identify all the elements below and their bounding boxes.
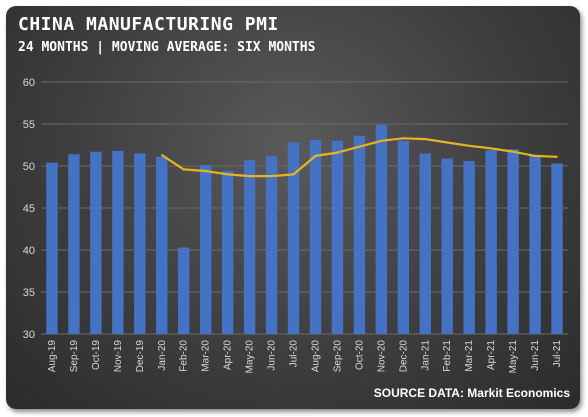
x-tick-label: Jan-20 (157, 340, 168, 371)
bar (375, 124, 388, 334)
y-axis-ticks: 30 35 40 45 50 55 60 (23, 77, 35, 341)
moving-average-point (512, 150, 514, 153)
bar (178, 247, 190, 334)
x-tick-label: Jul-21 (552, 340, 563, 368)
bar (485, 150, 497, 334)
chart-title: CHINA MANUFACTURING PMI (18, 14, 279, 35)
moving-average-point (380, 140, 383, 142)
x-tick-label: Nov-20 (376, 340, 387, 373)
x-tick-label: Sep-19 (69, 340, 80, 373)
bar (419, 153, 431, 334)
bar (134, 153, 146, 334)
moving-average-point (446, 141, 449, 144)
bar (46, 162, 58, 334)
moving-average-point (226, 173, 229, 176)
bar (529, 155, 541, 334)
pmi-chart: 30 35 40 45 50 55 60 Aug-19 Sep-19 Oct-19 Nov-19 D… (23, 77, 568, 374)
moving-average-series (160, 137, 558, 178)
x-tick-label: Jun-21 (530, 340, 541, 371)
bar (331, 140, 344, 334)
chart-card: CHINA MANUFACTURING PMI 24 MONTHS | MOVI… (6, 6, 580, 409)
moving-average-point (292, 173, 295, 176)
bar (221, 171, 234, 334)
moving-average-point (490, 147, 492, 150)
y-tick-label: 30 (23, 329, 35, 341)
x-tick-label: Mar-21 (464, 340, 475, 372)
y-tick-label: 40 (23, 245, 35, 257)
bar (441, 158, 453, 334)
y-tick-label: 50 (23, 161, 35, 173)
y-tick-label: 60 (23, 77, 35, 89)
bar (243, 160, 256, 334)
moving-average-point (270, 175, 273, 177)
bar (199, 165, 212, 334)
x-tick-label: May-21 (508, 340, 519, 374)
moving-average-point (204, 170, 207, 172)
bar (156, 156, 168, 334)
x-tick-label: Mar-20 (201, 340, 212, 372)
x-tick-label: Nov-19 (113, 340, 124, 373)
moving-average-point (534, 155, 536, 157)
bar (112, 150, 124, 334)
bar (551, 163, 563, 334)
chart-subtitle: 24 MONTHS | MOVING AVERAGE: SIX MONTHS (18, 40, 316, 55)
x-tick-label: Oct-20 (354, 340, 365, 370)
bar (90, 151, 102, 334)
bar (309, 139, 322, 334)
bar (463, 160, 475, 334)
x-tick-label: May-20 (245, 340, 256, 374)
bar (353, 135, 366, 334)
x-tick-label: Aug-19 (47, 340, 58, 373)
y-tick-label: 55 (23, 119, 35, 131)
moving-average-point (402, 137, 405, 140)
moving-average-point (358, 145, 361, 148)
source-note: SOURCE DATA: Markit Economics (373, 386, 570, 400)
x-axis-ticks: Aug-19 Sep-19 Oct-19 Nov-19 Dec-19 Jan-20 Feb-… (47, 340, 563, 374)
x-tick-label: Jul-20 (289, 340, 300, 368)
moving-average-point (248, 175, 251, 177)
moving-average-point (468, 145, 470, 147)
y-tick-label: 35 (23, 287, 35, 299)
bar (507, 149, 519, 334)
bar-series (46, 124, 563, 334)
x-tick-label: Sep-20 (332, 340, 343, 373)
bar (397, 140, 410, 334)
gridlines (41, 81, 568, 335)
x-tick-label: Jun-20 (267, 340, 278, 371)
x-tick-label: Oct-19 (91, 340, 102, 370)
bar (265, 155, 278, 334)
x-tick-label: Dec-20 (398, 340, 409, 373)
moving-average-point (160, 154, 163, 156)
moving-average-point (336, 151, 339, 154)
y-tick-label: 45 (23, 203, 35, 215)
x-tick-label: Feb-21 (442, 340, 453, 372)
x-tick-label: Feb-20 (179, 340, 190, 372)
x-tick-label: Jan-21 (420, 340, 431, 371)
x-tick-label: Dec-19 (135, 340, 146, 373)
moving-average-point (424, 138, 427, 140)
moving-average-point (182, 168, 185, 171)
moving-average-point (314, 155, 317, 157)
bar (68, 154, 80, 334)
x-tick-label: Apr-20 (223, 340, 234, 370)
x-tick-label: Aug-20 (310, 340, 321, 373)
x-tick-label: Apr-21 (486, 340, 497, 370)
bar (287, 142, 300, 334)
moving-average-point (556, 155, 558, 158)
